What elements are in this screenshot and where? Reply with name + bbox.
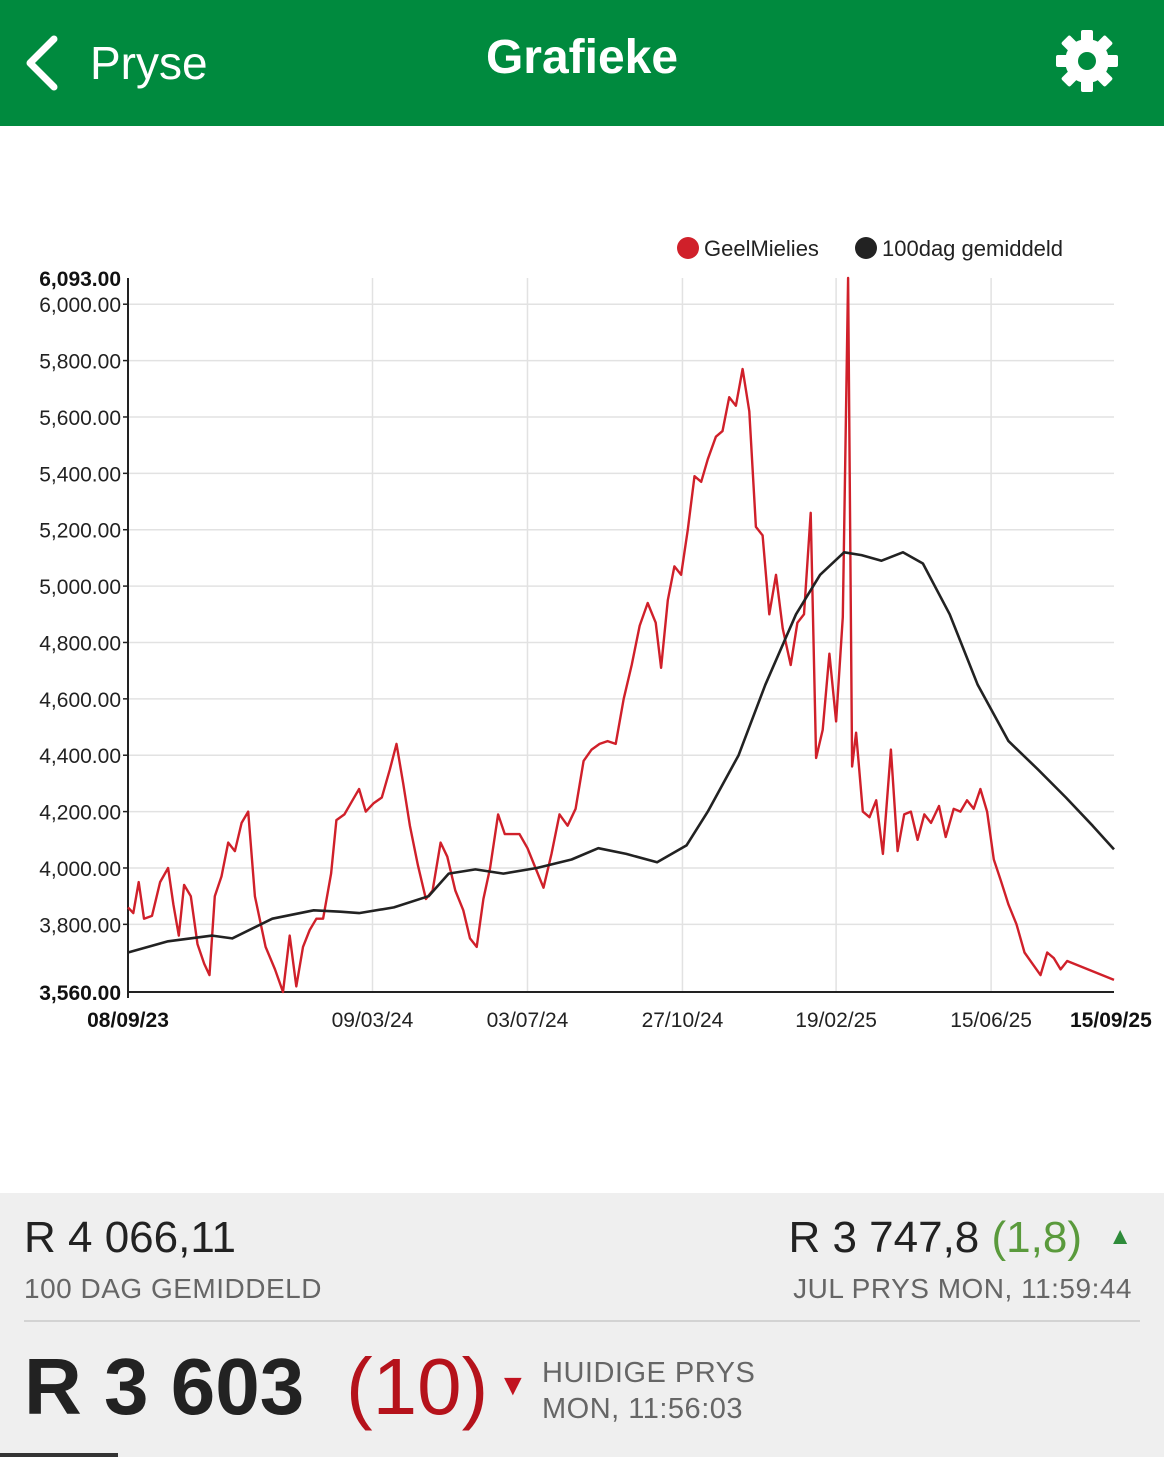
- chevron-left-icon: [26, 35, 58, 91]
- y-tick-label: 5,000.00: [39, 576, 121, 599]
- triangle-up-icon: ▲: [1108, 1223, 1132, 1250]
- moving-average-value: R 4 066,11: [24, 1213, 237, 1262]
- current-price-label-time: MON, 11:56:03: [542, 1393, 744, 1425]
- y-tick-label: 5,400.00: [39, 463, 121, 486]
- x-tick-label: 03/07/24: [487, 1009, 569, 1032]
- x-tick-label: 09/03/24: [332, 1009, 414, 1032]
- y-max-label: 6,093.00: [39, 268, 121, 291]
- current-price-value: R 3 603: [24, 1342, 305, 1431]
- y-tick-label: 5,600.00: [39, 407, 121, 430]
- x-tick-label: 19/02/25: [795, 1009, 877, 1032]
- x-start-label: 08/09/23: [87, 1009, 169, 1032]
- price-chart: 6,000.00 5,800.00 5,600.00 5,400.00 5,200.00…: [0, 200, 1164, 1060]
- y-tick-label: 4,800.00: [39, 632, 121, 655]
- price-summary-panel: R 4 066,11 100 DAG GEMIDDELD R 3 747,8 (…: [0, 1193, 1164, 1457]
- current-price-change: (10): [346, 1342, 489, 1431]
- july-price-value: R 3 747,8: [788, 1213, 980, 1262]
- y-tick-label: 5,800.00: [39, 351, 121, 374]
- x-end-label: 15/09/25: [1070, 1009, 1152, 1032]
- y-tick-label: 4,600.00: [39, 689, 121, 712]
- series-line-100dag-gemiddeld: [127, 550, 1115, 954]
- july-price-label: JUL PRYS MON, 11:59:44: [793, 1273, 1132, 1304]
- legend-label: GeelMielies: [704, 236, 819, 261]
- chart-grid: [128, 278, 1114, 992]
- x-tick-label: 27/10/24: [642, 1009, 724, 1032]
- current-price-label: HUIDIGE PRYS MON, 11:56:03: [542, 1355, 755, 1427]
- back-button-label: Pryse: [90, 37, 208, 89]
- price-chart-svg: 6,000.00 5,800.00 5,600.00 5,400.00 5,200.00…: [39, 236, 1152, 1032]
- series-line-geelmielies: [127, 276, 1115, 994]
- y-tick-label: 4,000.00: [39, 858, 121, 881]
- navigation-bar: Pryse Grafieke: [0, 0, 1164, 126]
- july-price-row: R 3 747,8 (1,8) ▲: [788, 1213, 1132, 1263]
- triangle-down-icon: ▼: [498, 1369, 528, 1402]
- y-tick-label: 3,800.00: [39, 914, 121, 937]
- y-tick-label: 4,200.00: [39, 802, 121, 825]
- divider: [24, 1320, 1140, 1322]
- home-indicator: [0, 1453, 118, 1457]
- current-price-label-title: HUIDIGE PRYS: [542, 1357, 756, 1389]
- legend-label: 100dag gemiddeld: [882, 236, 1063, 261]
- y-min-label: 3,560.00: [39, 982, 121, 1005]
- y-tick-label: 5,200.00: [39, 520, 121, 543]
- chart-series: [127, 276, 1115, 994]
- legend-marker: [677, 237, 699, 259]
- y-tick-label: 4,400.00: [39, 745, 121, 768]
- moving-average-label: 100 DAG GEMIDDELD: [24, 1273, 322, 1304]
- legend-marker: [855, 237, 877, 259]
- back-button[interactable]: Pryse: [20, 28, 208, 98]
- x-tick-label: 15/06/25: [950, 1009, 1032, 1032]
- chart-legend: GeelMielies 100dag gemiddeld: [677, 236, 1063, 261]
- gear-icon[interactable]: [1054, 28, 1120, 94]
- chart-axes: 6,000.00 5,800.00 5,600.00 5,400.00 5,200.00…: [39, 268, 1152, 1032]
- july-price-change: (1,8): [991, 1213, 1082, 1262]
- y-tick-label: 6,000.00: [39, 294, 121, 317]
